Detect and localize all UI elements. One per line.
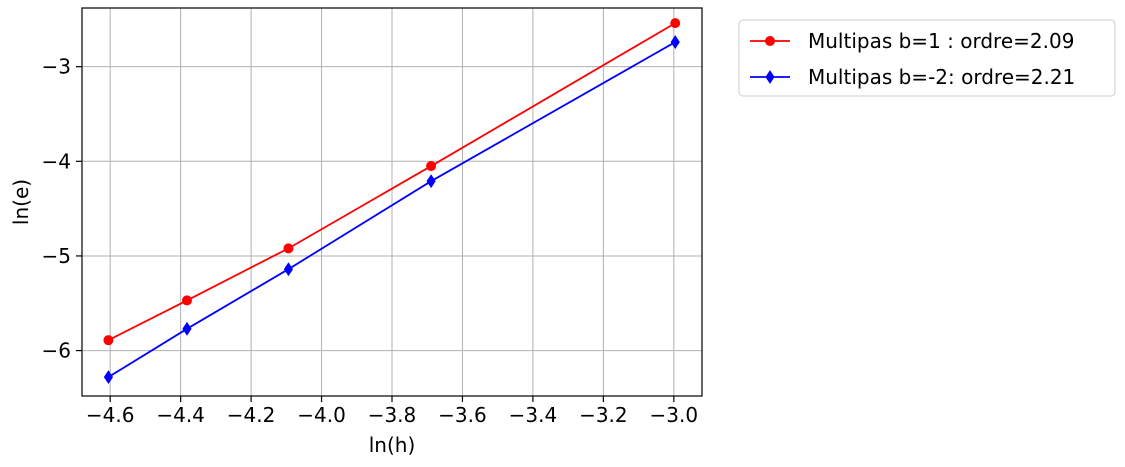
legend-marker [765, 70, 775, 84]
x-tick-label: −3.8 [368, 403, 417, 427]
grid-lines [82, 8, 702, 396]
data-point [181, 295, 192, 306]
legend: Multipas b=1 : ordre=2.09 Multipas b=-2: … [738, 19, 1116, 97]
data-point [103, 370, 114, 384]
data-point [283, 243, 294, 254]
y-tick-label: −4 [42, 149, 71, 173]
x-tick-label: −4.4 [156, 403, 205, 427]
data-point [103, 335, 114, 346]
y-axis-label: ln(e) [9, 179, 33, 225]
legend-label: Multipas b=1 : ordre=2.09 [808, 29, 1074, 53]
data-point [670, 35, 680, 49]
y-tick-label: −3 [42, 55, 71, 79]
data-point [182, 321, 192, 336]
axis-ticks: −4.6 −4.4 −4.2 −4.0 −3.8 −3.6 −3.4 −3.2 −3.0 −6 −5… [42, 55, 699, 427]
x-tick-label: −4.6 [86, 403, 135, 427]
x-tick-label: −3.2 [579, 403, 628, 427]
x-tick-label: −4.2 [227, 403, 276, 427]
series-layer [103, 18, 681, 384]
series-1 [103, 18, 681, 346]
y-tick-label: −5 [42, 244, 71, 268]
data-point [426, 174, 436, 189]
x-tick-label: −4.0 [297, 403, 346, 427]
x-axis-label: ln(h) [369, 433, 416, 457]
x-tick-label: −3.6 [438, 403, 487, 427]
legend-marker [765, 36, 775, 46]
data-point [283, 262, 294, 277]
y-tick-label: −6 [42, 339, 71, 363]
data-point [426, 161, 437, 172]
x-tick-label: −3.4 [509, 403, 558, 427]
data-point [670, 18, 681, 29]
x-tick-label: −3.0 [650, 403, 699, 427]
legend-label: Multipas b=-2: ordre=2.21 [808, 65, 1075, 89]
series-2 [103, 35, 680, 384]
legend-box [738, 19, 1116, 97]
